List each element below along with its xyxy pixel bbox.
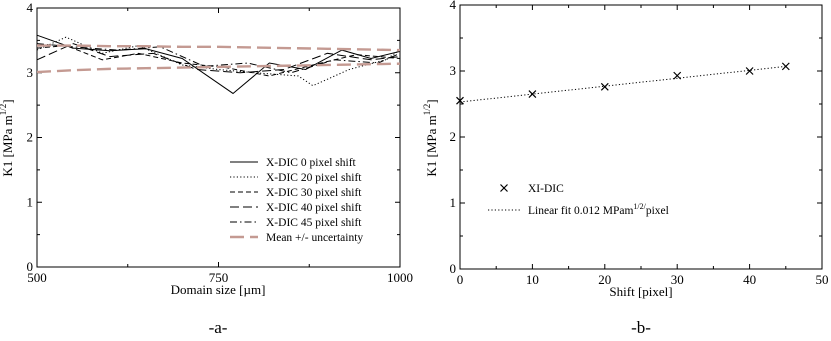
y-tick-label: 2 [27,130,34,145]
data-point-x-marker [528,90,537,99]
panel-a-data [36,34,401,95]
series-line-4 [36,43,401,74]
panel-a-label: -a- [209,318,228,337]
panel-a-legend: X-DIC 0 pixel shift X-DIC 20 pixel shift X… [230,157,363,244]
y-tick-label: 3 [450,63,457,78]
series-lower-uncertainty-line [36,62,401,74]
data-point-x-marker [745,67,754,75]
legend-label: XI-DIC [528,183,564,195]
legend-label: X-DIC 20 pixel shift [266,172,362,184]
series-upper-uncertainty-line [37,44,401,52]
x-tick-label: 20 [598,272,611,287]
marker-stroke [600,82,609,91]
legend-swatch-x [500,184,508,192]
legend-label: X-DIC 30 pixel shift [266,187,362,199]
data-point-x-marker [673,71,682,80]
x-tick-label: 10 [526,272,539,287]
marker-stroke [745,67,754,75]
panel-a: 0 1 2 3 4 500 750 1000 Domain size [µm] K1 [MPa… [0,0,413,337]
x-tick-label: 40 [743,272,756,287]
x-tick-label: 0 [457,272,464,287]
panel-b-plot-frame [459,4,823,270]
legend-label: Linear fit 0.012 MPam1/2/pixel [528,202,669,217]
marker-stroke [673,71,682,80]
y-tick-label: 0 [450,261,457,276]
y-tick-label: 0 [27,259,34,274]
y-tick-label: 1 [450,195,457,210]
legend-label: X-DIC 40 pixel shift [266,202,362,214]
series-line-1 [459,65,786,103]
data-point-x-marker [456,96,464,105]
data-point-x-marker [781,62,790,71]
x-tick-label: 500 [27,270,47,285]
panel-a-y-axis-label: K1 [MPa m1/2] [0,99,15,176]
legend-label: X-DIC 0 pixel shift [266,157,357,169]
legend-label: X-DIC 45 pixel shift [266,217,362,229]
x-tick-label: 1000 [387,270,413,285]
series-line-1 [36,36,401,87]
series-line-0 [36,34,401,95]
y-tick-label: 4 [27,0,34,15]
panel-a-ticks: 0 1 2 3 4 500 750 1000 [27,0,414,285]
panel-b-y-axis-label: K1 [MPa m1/2] [422,99,439,176]
panel-b-legend: XI-DIC Linear fit 0.012 MPam1/2/pixel [488,183,669,217]
legend-label: Mean +/- uncertainty [266,232,363,244]
y-tick-label: 3 [27,65,34,80]
x-tick-label: 50 [816,272,829,287]
marker-stroke [528,90,537,99]
x-tick-label: 750 [209,270,229,285]
y-tick-label: 2 [450,129,457,144]
x-tick-label: 30 [671,272,684,287]
panel-b-x-axis-label: Shift [pixel] [609,284,672,299]
panel-b-label: -b- [631,318,651,337]
y-tick-label: 1 [27,194,34,209]
marker-stroke [781,62,790,71]
panel-a-x-axis-label: Domain size [µm] [171,282,266,297]
marker-stroke [456,96,464,105]
data-point-x-marker [600,82,609,91]
y-tick-label: 4 [450,0,457,12]
panel-b-data [456,62,790,105]
series-line-3 [36,43,401,74]
